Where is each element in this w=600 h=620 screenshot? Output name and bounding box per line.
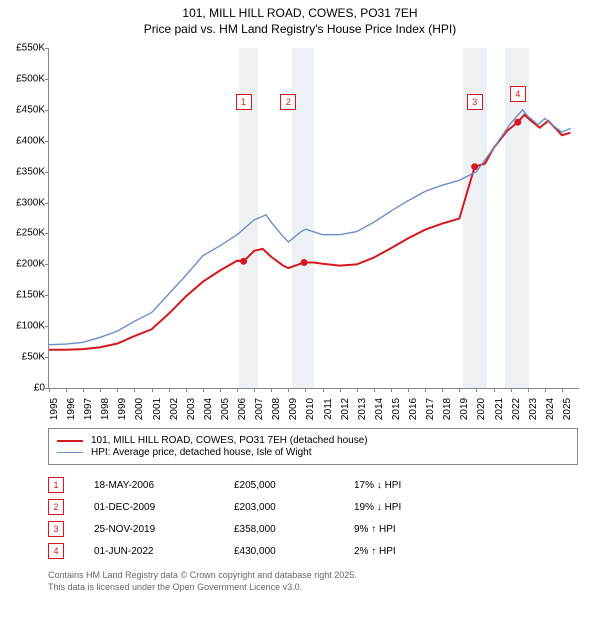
transaction-marker: 1 <box>48 477 64 493</box>
transaction-row: 1 18-MAY-2006 £205,000 17% ↓ HPI <box>48 474 578 496</box>
chart-marker: 1 <box>236 94 252 110</box>
series-hpi <box>49 110 571 345</box>
chart-marker: 3 <box>467 94 483 110</box>
x-tick-label: 2009 <box>288 398 299 420</box>
x-tick-label: 2019 <box>459 398 470 420</box>
x-tick-label: 2007 <box>254 398 265 420</box>
title-line1: 101, MILL HILL ROAD, COWES, PO31 7EH <box>0 6 600 22</box>
title-line2: Price paid vs. HM Land Registry's House … <box>0 22 600 38</box>
x-tick-label: 2005 <box>220 398 231 420</box>
legend-swatch <box>57 452 83 454</box>
sale-dot <box>471 163 478 170</box>
transaction-row: 3 25-NOV-2019 £358,000 9% ↑ HPI <box>48 518 578 540</box>
transaction-marker: 2 <box>48 499 64 515</box>
chart-marker: 4 <box>510 86 526 102</box>
y-tick-label: £200K <box>5 259 45 270</box>
transactions-table: 1 18-MAY-2006 £205,000 17% ↓ HPI 2 01-DE… <box>48 474 578 562</box>
x-tick-label: 2003 <box>186 398 197 420</box>
x-tick-label: 2011 <box>323 398 334 420</box>
transaction-delta: 19% ↓ HPI <box>354 502 454 513</box>
x-tick-label: 1999 <box>117 398 128 420</box>
x-tick-label: 2006 <box>237 398 248 420</box>
legend-swatch <box>57 440 83 442</box>
x-tick-label: 2012 <box>340 398 351 420</box>
footer-line1: Contains HM Land Registry data © Crown c… <box>48 570 578 582</box>
x-tick-label: 1997 <box>83 398 94 420</box>
transaction-row: 4 01-JUN-2022 £430,000 2% ↑ HPI <box>48 540 578 562</box>
x-tick-label: 2025 <box>562 398 573 420</box>
transaction-date: 25-NOV-2019 <box>94 524 234 535</box>
transaction-date: 01-DEC-2009 <box>94 502 234 513</box>
price-chart: £0£50K£100K£150K£200K£250K£300K£350K£400… <box>48 48 579 389</box>
x-tick-label: 2000 <box>134 398 145 420</box>
y-tick-label: £150K <box>5 290 45 301</box>
y-tick-label: £350K <box>5 166 45 177</box>
transaction-marker: 3 <box>48 521 64 537</box>
footer: Contains HM Land Registry data © Crown c… <box>48 570 578 593</box>
x-tick-label: 2020 <box>476 398 487 420</box>
legend-label: 101, MILL HILL ROAD, COWES, PO31 7EH (de… <box>91 435 368 446</box>
y-tick-label: £300K <box>5 197 45 208</box>
transaction-price: £205,000 <box>234 480 354 491</box>
transaction-price: £358,000 <box>234 524 354 535</box>
y-tick-label: £500K <box>5 73 45 84</box>
transaction-delta: 2% ↑ HPI <box>354 546 454 557</box>
x-tick-label: 2024 <box>545 398 556 420</box>
x-tick-label: 2015 <box>391 398 402 420</box>
x-tick-label: 2022 <box>511 398 522 420</box>
transaction-price: £203,000 <box>234 502 354 513</box>
x-tick-label: 1996 <box>66 398 77 420</box>
x-tick-label: 1998 <box>100 398 111 420</box>
transaction-delta: 17% ↓ HPI <box>354 480 454 491</box>
transaction-marker: 4 <box>48 543 64 559</box>
footer-line2: This data is licensed under the Open Gov… <box>48 582 578 594</box>
x-tick-label: 2010 <box>305 398 316 420</box>
x-tick-label: 2001 <box>152 398 163 420</box>
y-tick-label: £50K <box>5 352 45 363</box>
x-tick-label: 2008 <box>271 398 282 420</box>
legend-label: HPI: Average price, detached house, Isle… <box>91 447 312 458</box>
sale-dot <box>240 258 247 265</box>
x-tick-label: 1995 <box>49 398 60 420</box>
x-tick-label: 2021 <box>494 398 505 420</box>
x-tick-label: 2002 <box>169 398 180 420</box>
chart-svg <box>49 48 579 388</box>
y-tick-label: £100K <box>5 321 45 332</box>
chart-title: 101, MILL HILL ROAD, COWES, PO31 7EH Pri… <box>0 0 600 37</box>
legend: 101, MILL HILL ROAD, COWES, PO31 7EH (de… <box>48 428 578 465</box>
x-tick-label: 2017 <box>425 398 436 420</box>
x-tick-label: 2013 <box>357 398 368 420</box>
y-tick-label: £250K <box>5 228 45 239</box>
x-tick-label: 2023 <box>528 398 539 420</box>
legend-item-hpi: HPI: Average price, detached house, Isle… <box>57 447 569 458</box>
y-tick-label: £450K <box>5 104 45 115</box>
x-tick-label: 2004 <box>203 398 214 420</box>
sale-dot <box>301 259 308 266</box>
chart-marker: 2 <box>280 94 296 110</box>
y-tick-label: £400K <box>5 135 45 146</box>
x-tick-label: 2014 <box>374 398 385 420</box>
y-tick-label: £0 <box>5 383 45 394</box>
transaction-date: 01-JUN-2022 <box>94 546 234 557</box>
x-tick-label: 2016 <box>408 398 419 420</box>
transaction-price: £430,000 <box>234 546 354 557</box>
transaction-date: 18-MAY-2006 <box>94 480 234 491</box>
sale-dot <box>514 119 521 126</box>
transaction-row: 2 01-DEC-2009 £203,000 19% ↓ HPI <box>48 496 578 518</box>
x-tick-label: 2018 <box>442 398 453 420</box>
y-tick-label: £550K <box>5 43 45 54</box>
legend-item-property: 101, MILL HILL ROAD, COWES, PO31 7EH (de… <box>57 435 569 446</box>
transaction-delta: 9% ↑ HPI <box>354 524 454 535</box>
